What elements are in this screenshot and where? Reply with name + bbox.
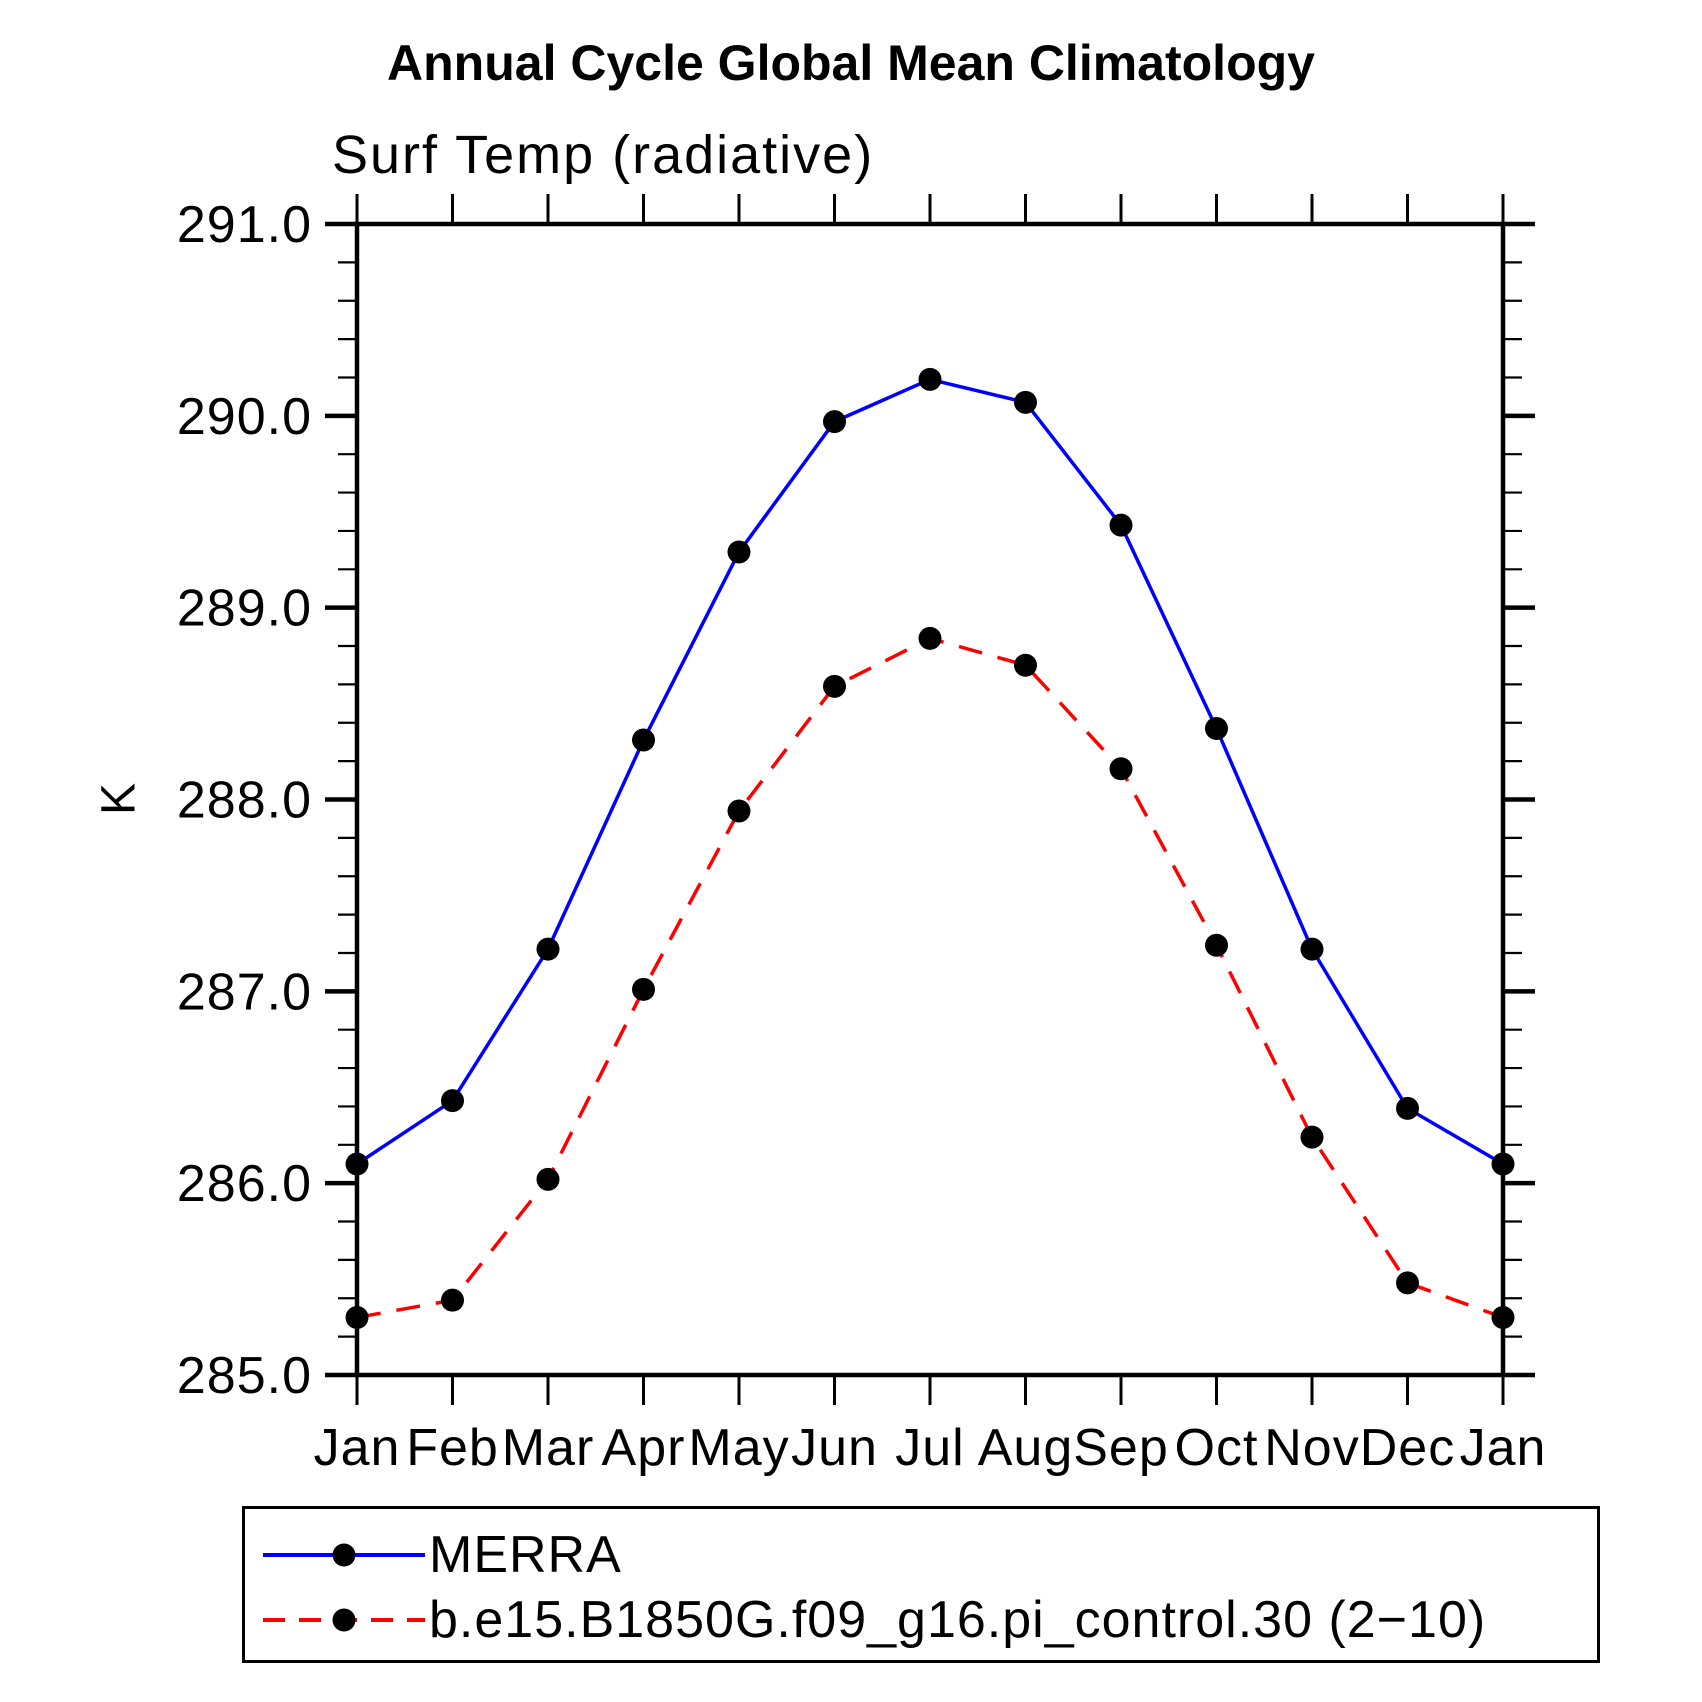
data-point-marker-0-Oct — [1205, 717, 1228, 741]
x-tick-label: Jul — [895, 1419, 964, 1477]
legend-sample-line-dashed — [263, 1608, 425, 1632]
data-point-marker-0-Jan — [345, 1152, 369, 1176]
x-tick-label: Sep — [1073, 1419, 1169, 1477]
x-tick-label: Apr — [602, 1419, 686, 1477]
data-point-marker-0-May — [727, 540, 751, 564]
data-point-marker-0-Jan — [1491, 1152, 1515, 1176]
chart-subtitle: Surf Temp (radiative) — [332, 125, 875, 185]
legend-item-model: b.e15.B1850G.f09_g16.pi_control.30 (2−10… — [259, 1594, 1486, 1646]
y-tick-label: 285.0 — [177, 1347, 312, 1405]
data-point-marker-0-Aug — [1014, 390, 1037, 414]
data-point-marker-0-Dec — [1396, 1096, 1419, 1120]
data-point-marker-1-Apr — [632, 977, 655, 1001]
data-point-marker-0-Nov — [1300, 937, 1324, 961]
legend-label-merra: MERRA — [429, 1526, 622, 1584]
data-point-marker-1-Nov — [1300, 1125, 1324, 1149]
x-tick-label: Nov — [1264, 1419, 1359, 1477]
y-tick-label: 291.0 — [177, 196, 312, 254]
x-tick-label: May — [688, 1419, 789, 1477]
data-point-marker-1-May — [727, 799, 751, 823]
legend-sample-line-solid — [263, 1543, 425, 1567]
data-point-marker-1-Feb — [441, 1288, 464, 1312]
y-tick-label: 286.0 — [177, 1155, 312, 1213]
legend-label-model: b.e15.B1850G.f09_g16.pi_control.30 (2−10… — [429, 1591, 1487, 1649]
data-point-marker-1-Jun — [823, 674, 846, 698]
x-tick-label: Dec — [1360, 1419, 1455, 1477]
y-tick-label: 287.0 — [177, 963, 312, 1021]
data-point-marker-0-Apr — [632, 728, 655, 752]
x-tick-label: Aug — [978, 1419, 1074, 1477]
y-tick-label: 288.0 — [177, 772, 312, 830]
data-point-marker-0-Mar — [536, 937, 560, 961]
data-point-marker-0-Feb — [441, 1089, 464, 1113]
legend-item-merra: MERRA — [259, 1529, 622, 1581]
x-tick-label: Jan — [314, 1419, 401, 1477]
legend: MERRA b.e15.B1850G.f09_g16.pi_control.30… — [242, 1506, 1600, 1663]
data-point-marker-1-Dec — [1396, 1271, 1419, 1295]
data-point-marker-1-Sep — [1109, 757, 1133, 781]
x-tick-label: Oct — [1175, 1419, 1259, 1477]
x-tick-label: Jun — [791, 1419, 878, 1477]
data-point-marker-1-Jan — [345, 1305, 369, 1329]
x-tick-label: Jan — [1460, 1419, 1547, 1477]
x-tick-label: Mar — [502, 1419, 595, 1477]
x-tick-label: Feb — [406, 1419, 499, 1477]
data-point-marker-1-Mar — [536, 1167, 560, 1191]
y-axis-label: K — [92, 782, 146, 816]
data-point-marker-1-Jan — [1491, 1305, 1515, 1329]
chart-title: Annual Cycle Global Mean Climatology — [387, 35, 1315, 91]
y-tick-label: 290.0 — [177, 388, 312, 446]
data-point-marker-1-Oct — [1205, 933, 1228, 957]
y-tick-label: 289.0 — [177, 580, 312, 638]
series-line-0 — [356, 377, 1504, 1166]
data-point-marker-1-Jul — [918, 626, 942, 650]
data-point-marker-0-Jul — [918, 367, 942, 391]
data-point-marker-1-Aug — [1014, 653, 1037, 677]
data-point-marker-0-Sep — [1109, 513, 1133, 537]
data-point-marker-0-Jun — [823, 410, 846, 434]
